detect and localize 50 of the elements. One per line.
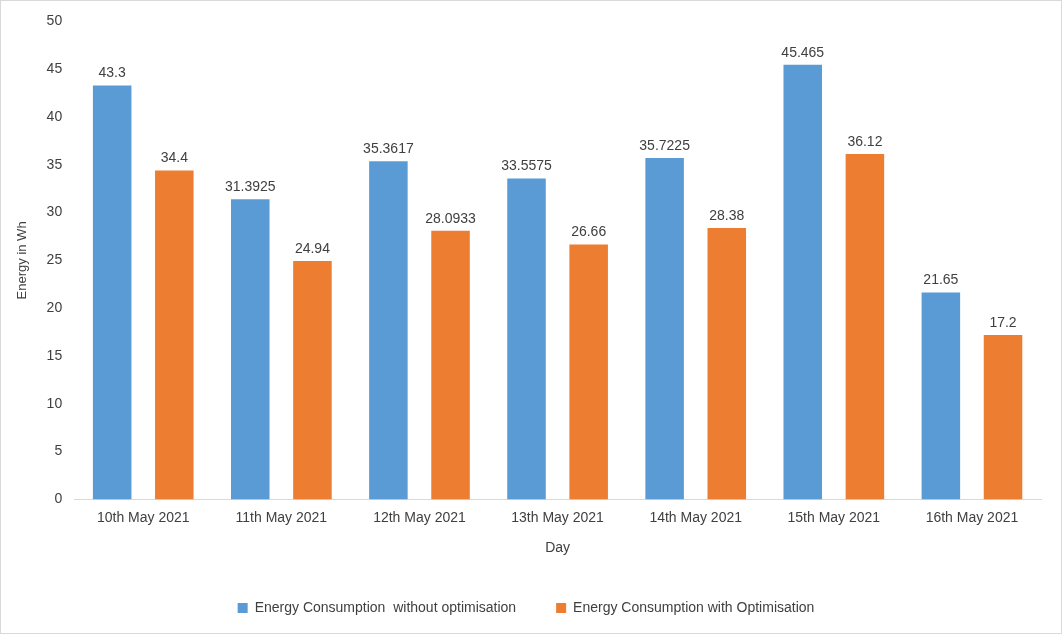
data-label: 35.7225: [639, 136, 691, 153]
data-label: 21.65: [923, 271, 959, 288]
bar: [431, 230, 470, 500]
x-tick-label: 10th May 2021: [96, 508, 190, 525]
bar: [507, 178, 546, 500]
data-label: 33.5575: [501, 157, 553, 174]
bar: [783, 64, 823, 500]
bar: [983, 334, 1023, 500]
data-label: 36.12: [847, 132, 883, 149]
data-label: 17.2: [989, 313, 1017, 330]
x-axis-title: Day: [545, 539, 571, 556]
bar: [369, 161, 408, 500]
y-tick-label: 10: [46, 394, 63, 411]
y-axis-title: Energy in Wh: [14, 221, 30, 300]
data-label: 35.3617: [363, 140, 414, 157]
data-label: 34.4: [160, 149, 189, 166]
bar: [293, 260, 332, 500]
legend-label: Energy Consumption with Optimisation: [573, 598, 815, 615]
bar: [155, 170, 194, 500]
y-tick-label: 25: [46, 251, 63, 268]
bar: [645, 157, 684, 500]
data-label: 28.38: [709, 206, 745, 223]
bar: [569, 244, 608, 500]
y-tick-label: 35: [46, 155, 63, 172]
y-tick-label: 20: [46, 299, 63, 316]
bar: [921, 292, 961, 500]
x-tick-label: 16th May 2021: [925, 508, 1019, 525]
data-label: 28.0933: [425, 209, 477, 226]
x-tick-label: 11th May 2021: [235, 508, 328, 525]
bar: [845, 154, 885, 500]
bar: [231, 199, 270, 500]
legend-label: Energy Consumption without optimisation: [254, 598, 517, 615]
x-tick-label: 13th May 2021: [511, 508, 605, 525]
data-label: 43.3: [98, 64, 126, 81]
y-tick-label: 45: [46, 60, 63, 77]
data-label: 45.465: [781, 43, 825, 60]
y-tick-label: 50: [46, 12, 63, 29]
data-label: 24.94: [294, 239, 331, 256]
bar: [707, 228, 747, 500]
x-tick-label: 14th May 2021: [649, 508, 743, 525]
y-tick-label: 30: [46, 203, 63, 220]
x-tick-label: 12th May 2021: [373, 508, 466, 525]
bar: [92, 85, 132, 500]
x-tick-label: 15th May 2021: [787, 508, 881, 525]
data-label: 31.3925: [224, 178, 276, 195]
y-tick-label: 15: [46, 346, 63, 363]
y-tick-label: 5: [54, 442, 63, 459]
y-tick-label: 40: [46, 107, 63, 124]
y-tick-label: 0: [54, 490, 63, 507]
data-label: 26.66: [571, 223, 607, 240]
